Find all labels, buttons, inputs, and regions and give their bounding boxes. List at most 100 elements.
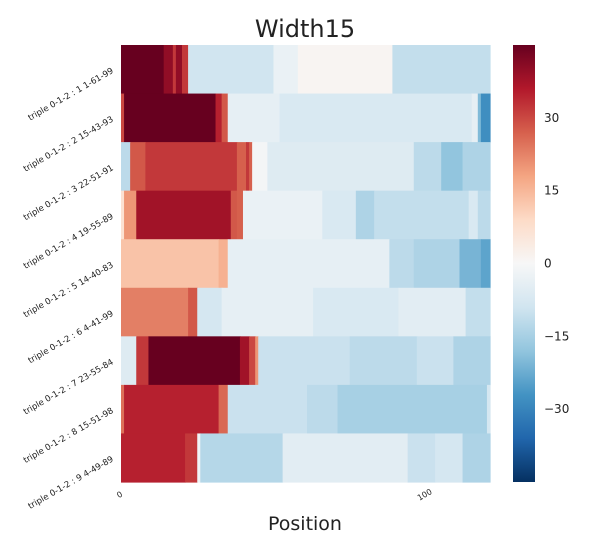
row-label: triple 0-1-2 : 6 4-41-99 [27,309,116,366]
heatmap-cell [471,93,479,143]
heatmap-cell [465,287,491,337]
heatmap-cell [252,142,268,192]
row-label: triple 0-1-2 : 3 22-51-91 [22,163,116,223]
row-label: triple 0-1-2 : 1 1-61-99 [27,66,116,123]
row-label: triple 0-1-2 : 7 23-55-84 [22,358,116,418]
heatmap-cell [407,433,436,483]
heatmap-cell [389,239,415,289]
heatmap-cell [121,384,125,435]
heatmap-cell [227,239,390,289]
heatmap-cell [413,239,461,289]
row-label: triple 0-1-2 : 4 19-55-89 [22,212,116,272]
heatmap-cell [249,336,256,386]
row-label: triple 0-1-2 : 5 14-40-83 [22,260,116,320]
colorbar-tick-label: 0 [544,257,552,271]
heatmap-cell [121,239,220,289]
colorbar [513,45,535,482]
heatmap-cell [121,287,189,337]
heatmap-cell [236,142,247,192]
heatmap-cell [239,336,250,386]
heatmap-cell [200,433,284,483]
heatmap-cell [258,336,351,386]
heatmap-cell [124,190,137,240]
heatmap-cells [121,45,491,483]
x-tick-label: 100 [416,487,434,502]
heatmap-cell [355,190,375,240]
row-label: triple 0-1-2 : 2 15-43-93 [22,115,116,175]
heatmap-cell [249,142,253,192]
heatmap-cell [267,142,415,192]
heatmap-cell [218,384,229,435]
heatmap-cell [215,93,223,143]
heatmap-cell [188,287,198,337]
heatmap-cell [172,45,177,95]
heatmap-cell [124,93,217,143]
heatmap-cell [148,336,241,386]
heatmap-cell [462,142,491,192]
heatmap-cell [236,190,244,240]
heatmap-cell [218,239,229,289]
heatmap-cell [297,45,394,95]
heatmap-cell [121,433,186,483]
heatmap-cell [477,190,491,240]
heatmap-cell [121,93,125,143]
heatmap-cell [230,190,238,240]
heatmap-cell [121,142,131,192]
heatmap-cell [124,384,220,435]
x-tick-label: 0 [115,490,124,500]
colorbar-tick-label: −30 [544,402,569,416]
heatmap-cell [221,287,314,337]
heatmap-cell [197,287,223,337]
heatmap-cell [398,287,467,337]
heatmap-cell [273,45,299,95]
heatmap-cell [242,190,323,240]
heatmap-cell [163,45,174,95]
heatmap-cell [313,287,400,337]
heatmap-cell [392,45,491,95]
heatmap-cell [279,93,473,143]
heatmap-cell [130,142,146,192]
heatmap-cell [477,93,482,143]
heatmap-cell [121,336,137,386]
heatmap-cell [435,433,464,483]
heatmap-cell [227,384,308,435]
row-label: triple 0-1-2 : 8 15-51-98 [22,406,116,466]
heatmap-cell [349,336,418,386]
heatmap-cell [416,336,455,386]
heatmap-cell [255,336,259,386]
heatmap-cell [441,142,464,192]
colorbar-tick-label: 30 [544,111,559,125]
heatmap-cell [221,93,229,143]
heatmap-cell [282,433,409,483]
heatmap-cell [480,93,491,143]
heatmap-cell [322,190,357,240]
heatmap-cell [227,93,281,143]
heatmap-cell [197,433,201,483]
heatmap-cell [468,190,479,240]
heatmap-cell [480,239,491,289]
chart-title: Width15 [255,15,355,43]
x-axis-ticks: 0 100 [115,487,433,502]
heatmap-cell [413,142,442,192]
colorbar-tick-label: 15 [544,184,559,198]
heatmap-cell [486,384,491,435]
heatmap-cell [246,142,250,192]
colorbar-tick-label: −15 [544,329,569,343]
heatmap-cell [337,384,488,435]
heatmap-cell [121,190,125,240]
row-label: triple 0-1-2 : 9 4-49-89 [27,455,116,512]
heatmap-cell [307,384,339,435]
heatmap-cell [181,45,189,95]
colorbar-ticks: 30 15 0 −15 −30 [544,111,569,416]
heatmap-cell [145,142,238,192]
heatmap-cell [121,45,165,95]
heatmap-cell [462,433,491,483]
heatmap-cell [453,336,491,386]
x-axis-label: Position [268,513,342,535]
heatmap-cell [374,190,470,240]
heatmap-cell [459,239,482,289]
heatmap-cell [185,433,198,483]
heatmap-cell [188,45,275,95]
